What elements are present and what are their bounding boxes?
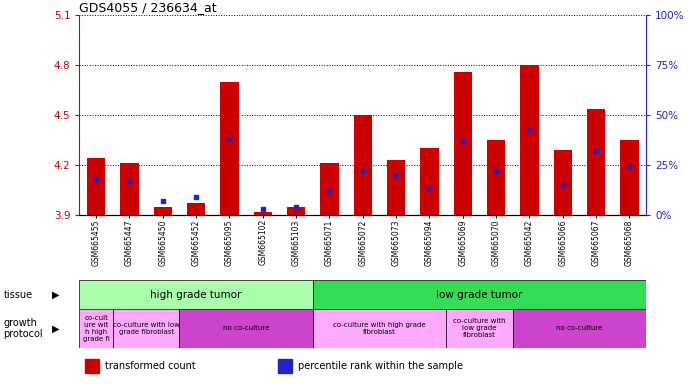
Bar [313, 309, 446, 348]
Bar [553, 150, 572, 215]
Bar [180, 309, 313, 348]
Text: ▶: ▶ [52, 323, 59, 333]
Bar [278, 359, 292, 373]
Bar [287, 207, 305, 215]
Text: percentile rank within the sample: percentile rank within the sample [298, 361, 462, 371]
Bar [420, 149, 439, 215]
Text: co-culture with low
grade fibroblast: co-culture with low grade fibroblast [113, 322, 180, 335]
Bar [387, 160, 405, 215]
Text: ▶: ▶ [52, 290, 59, 300]
Bar [254, 212, 272, 215]
Bar [120, 164, 139, 215]
Text: co-culture with high grade
fibroblast: co-culture with high grade fibroblast [333, 322, 426, 335]
Bar [487, 140, 505, 215]
Bar [587, 109, 605, 215]
Text: co-cult
ure wit
h high
grade fi: co-cult ure wit h high grade fi [83, 315, 110, 342]
Text: tissue: tissue [3, 290, 32, 300]
Text: transformed count: transformed count [105, 361, 196, 371]
Bar [187, 204, 205, 215]
Bar [520, 65, 538, 215]
Bar [313, 280, 646, 309]
Bar [153, 207, 172, 215]
Bar [354, 115, 372, 215]
Bar [320, 164, 339, 215]
Text: GDS4055 / 236634_at: GDS4055 / 236634_at [79, 1, 217, 14]
Text: no co-culture: no co-culture [223, 325, 269, 331]
Bar [79, 309, 113, 348]
Text: co-culture with
low grade
fibroblast: co-culture with low grade fibroblast [453, 318, 506, 338]
Text: growth
protocol: growth protocol [3, 318, 43, 339]
Text: no co-culture: no co-culture [556, 325, 603, 331]
Text: high grade tumor: high grade tumor [151, 290, 242, 300]
Bar [446, 309, 513, 348]
Bar [113, 309, 180, 348]
Bar [85, 359, 100, 373]
Bar [220, 82, 238, 215]
Text: low grade tumor: low grade tumor [436, 290, 522, 300]
Bar [79, 280, 313, 309]
Bar [453, 72, 472, 215]
Bar [621, 140, 638, 215]
Bar [513, 309, 646, 348]
Bar [87, 159, 105, 215]
